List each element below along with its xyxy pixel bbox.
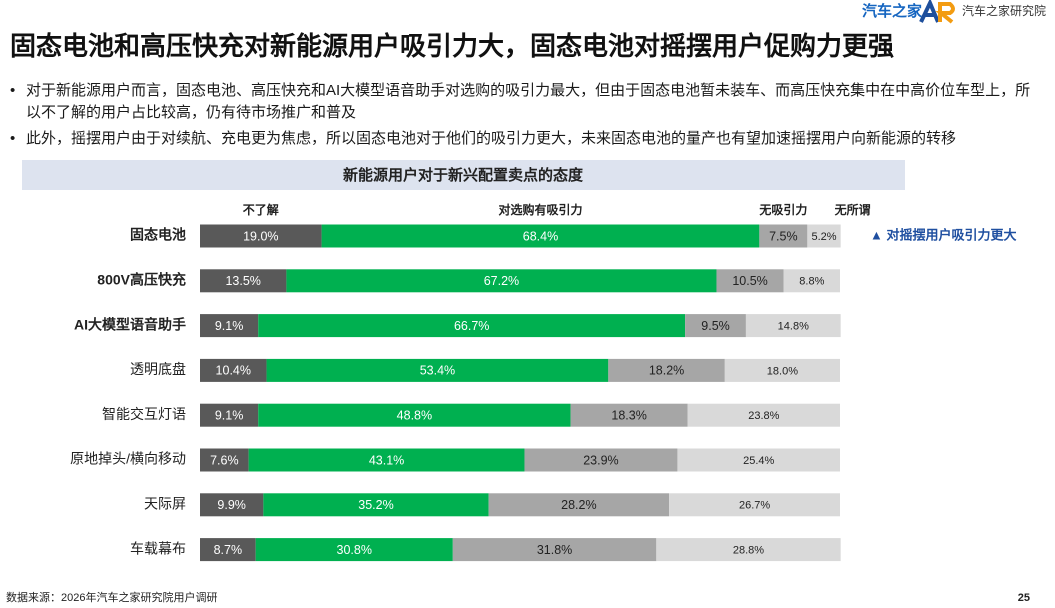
bar-segment xyxy=(200,314,259,338)
value-label: 48.8% xyxy=(397,408,432,422)
value-label: 23.9% xyxy=(583,453,618,467)
bar-segment xyxy=(759,224,808,248)
bar-segment xyxy=(687,403,840,427)
bar-segment xyxy=(200,493,264,517)
value-label: 53.4% xyxy=(420,364,455,378)
value-label: 23.8% xyxy=(748,410,779,422)
bar-segment xyxy=(608,358,725,382)
bar-segment xyxy=(200,269,287,293)
bar-segment xyxy=(266,358,609,382)
value-label: 14.8% xyxy=(778,321,809,333)
category-label: 车载幕布 xyxy=(130,540,186,556)
category-label: 智能交互灯语 xyxy=(102,406,186,422)
bar-segment xyxy=(685,314,746,338)
legend-label: 对选购有吸引力 xyxy=(498,202,582,217)
value-label: 25.4% xyxy=(743,455,774,467)
value-label: 19.0% xyxy=(243,229,278,243)
category-label: 原地掉头/横向移动 xyxy=(70,451,186,467)
value-label: 28.8% xyxy=(733,545,764,557)
value-label: 5.2% xyxy=(811,231,836,243)
value-label: 31.8% xyxy=(537,543,572,557)
value-label: 9.5% xyxy=(701,319,730,333)
bar-segment xyxy=(452,538,657,562)
bar-segment xyxy=(524,448,678,472)
bar-segment xyxy=(716,269,784,293)
value-label: 7.6% xyxy=(210,453,239,467)
bar-segment xyxy=(200,448,249,472)
chart-title: 新能源用户对于新兴配置卖点的态度 xyxy=(343,166,584,184)
bullet: 对于新能源用户而言，固态电池、高压快充和AI大模型语音助手对选购的吸引力最大，但… xyxy=(10,80,1040,124)
annotation: ▲ 对摇摆用户吸引力更大 xyxy=(870,227,1016,242)
value-label: 35.2% xyxy=(358,498,393,512)
logo-mark xyxy=(935,1,955,24)
logo-mark xyxy=(919,0,940,23)
value-label: 7.5% xyxy=(769,229,798,243)
legend-label: 不了解 xyxy=(243,202,279,217)
legend-label: 无所谓 xyxy=(834,202,871,217)
value-label: 10.4% xyxy=(216,364,251,378)
value-label: 18.3% xyxy=(611,408,646,422)
bar-segment xyxy=(669,493,840,517)
value-label: 10.5% xyxy=(732,274,767,288)
bullet: 此外，摇摆用户由于对续航、充电更为焦虑，所以固态电池对于他们的吸引力更大，未来固… xyxy=(10,128,1040,150)
bar-segment xyxy=(783,269,840,293)
bar-segment xyxy=(200,403,259,427)
bar-segment xyxy=(677,448,840,472)
bar-segment xyxy=(258,314,686,338)
legend-label: 无吸引力 xyxy=(758,202,807,217)
value-label: 8.8% xyxy=(799,276,824,288)
bar-segment xyxy=(255,538,453,562)
bullet-list: 对于新能源用户而言，固态电池、高压快充和AI大模型语音助手对选购的吸引力最大，但… xyxy=(10,80,1040,154)
value-label: 18.2% xyxy=(649,364,684,378)
bar-segment xyxy=(807,224,841,248)
value-label: 68.4% xyxy=(523,229,558,243)
category-label: AI大模型语音助手 xyxy=(74,316,186,332)
bar-segment xyxy=(488,493,670,517)
bar-segment xyxy=(200,358,267,382)
category-label: 800V高压快充 xyxy=(97,272,186,288)
category-label: 天际屏 xyxy=(144,496,186,512)
page-number: 25 xyxy=(1018,592,1030,604)
value-label: 9.9% xyxy=(217,498,246,512)
bar-segment xyxy=(200,538,256,562)
value-label: 9.1% xyxy=(215,319,244,333)
bar-segment xyxy=(263,493,489,517)
slide-title: 固态电池和高压快充对新能源用户吸引力大，固态电池对摇摆用户促购力更强 xyxy=(10,31,895,61)
value-label: 13.5% xyxy=(225,274,260,288)
source: 数据来源：2026年汽车之家研究院用户调研 xyxy=(6,590,217,604)
value-label: 18.0% xyxy=(767,365,798,377)
value-label: 43.1% xyxy=(369,453,404,467)
bar-segment xyxy=(724,358,840,382)
value-label: 67.2% xyxy=(484,274,519,288)
value-label: 9.1% xyxy=(215,408,244,422)
logo-text: 汽车之家研究院 xyxy=(962,3,1046,18)
value-label: 26.7% xyxy=(739,500,770,512)
category-label: 透明底盘 xyxy=(130,361,186,377)
chart-title-band xyxy=(22,160,905,190)
value-label: 66.7% xyxy=(454,319,489,333)
bar-segment xyxy=(286,269,717,293)
bar-segment xyxy=(745,314,841,338)
bar-segment xyxy=(570,403,688,427)
bar-segment xyxy=(258,403,571,427)
value-label: 30.8% xyxy=(337,543,372,557)
bar-segment xyxy=(200,224,322,248)
bar-segment xyxy=(248,448,525,472)
logo-text: 汽车之家 xyxy=(862,2,922,20)
bar-segment xyxy=(656,538,841,562)
category-label: 固态电池 xyxy=(130,227,186,243)
value-label: 8.7% xyxy=(214,543,243,557)
value-label: 28.2% xyxy=(561,498,596,512)
bar-segment xyxy=(321,224,760,248)
